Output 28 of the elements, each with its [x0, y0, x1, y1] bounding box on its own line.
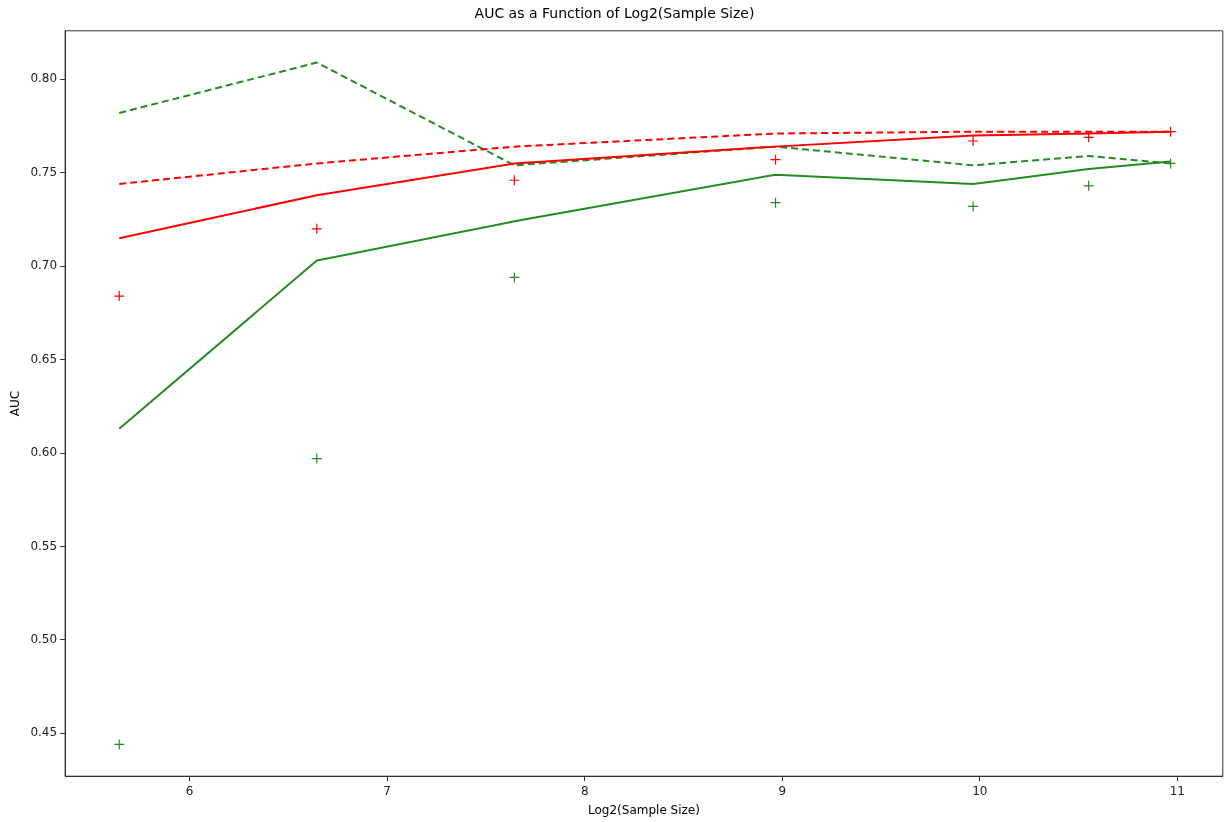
- y-tick-label: 0.45: [30, 725, 58, 740]
- x-tick-label: 8: [580, 783, 589, 798]
- point: [508, 271, 520, 283]
- point: [113, 738, 125, 751]
- y-tick-label: 0.50: [30, 631, 58, 646]
- x-axis-title: Log2(Sample Size): [588, 802, 700, 817]
- point: [769, 197, 782, 209]
- y-tick-label: 0.65: [30, 351, 58, 366]
- point: [769, 154, 782, 166]
- x-tick-label: 7: [383, 783, 391, 798]
- y-tick-label: 0.70: [30, 258, 58, 273]
- point: [967, 200, 979, 213]
- x-tick-label: 11: [1169, 783, 1185, 798]
- point: [311, 223, 323, 235]
- chart-title: AUC as a Function of Log2(Sample Size): [474, 5, 755, 22]
- y-axis-title: AUC: [8, 390, 23, 417]
- x-tick-label: 9: [778, 783, 787, 798]
- y-tick-label: 0.75: [30, 164, 58, 179]
- point: [311, 453, 323, 465]
- x-tick-label: 10: [972, 783, 988, 798]
- y-tick-label: 0.55: [30, 538, 58, 553]
- point: [967, 135, 979, 147]
- point: [113, 290, 125, 302]
- x-tick-label: 6: [185, 783, 194, 798]
- y-tick-label: 0.80: [30, 71, 58, 86]
- y-tick-label: 0.60: [30, 445, 58, 460]
- point: [508, 174, 520, 186]
- point: [1083, 180, 1095, 192]
